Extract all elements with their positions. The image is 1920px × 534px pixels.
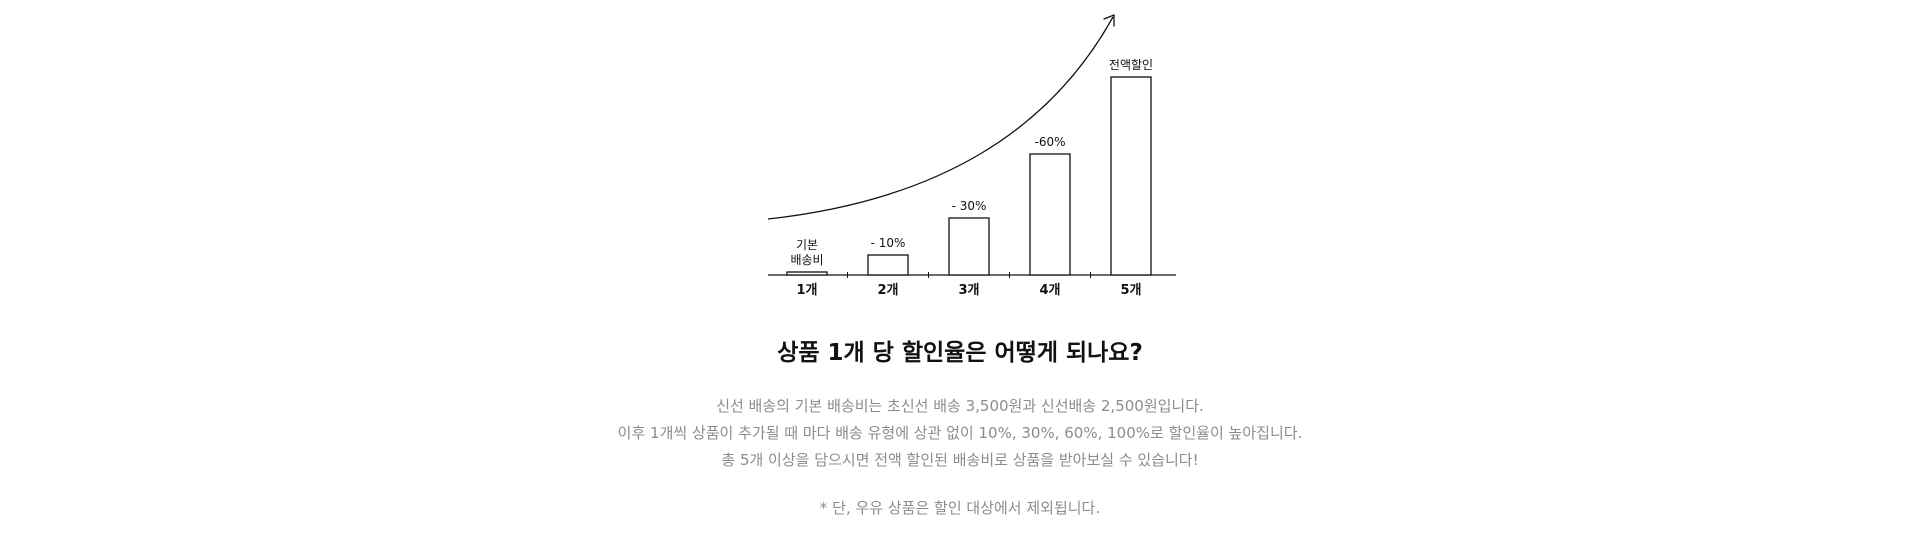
bar-data-label: - 10% (871, 236, 906, 250)
description-line-1: 신선 배송의 기본 배송비는 초신선 배송 3,500원과 신선배송 2,500… (716, 397, 1204, 415)
description-line-2: 이후 1개씩 상품이 추가될 때 마다 배송 유형에 상관 없이 10%, 30… (617, 424, 1303, 442)
x-tick-label: 4개 (1039, 283, 1060, 298)
x-tick-label: 5개 (1120, 283, 1141, 298)
x-tick-label: 3개 (958, 283, 979, 298)
bar-data-label: 전액할인 (1109, 58, 1153, 72)
bar-data-label: 기본 (796, 238, 818, 252)
bar-data-label: -60% (1034, 135, 1065, 149)
description-line-3: 총 5개 이상을 담으시면 전액 할인된 배송비로 상품을 받아보실 수 있습니… (721, 451, 1199, 469)
bar (1029, 153, 1071, 276)
trend-curve (767, 16, 1114, 220)
bar (786, 271, 828, 276)
bar-data-label: 배송비 (790, 253, 823, 267)
bar-data-label: - 30% (952, 199, 987, 213)
discount-chart: 1개 기본 배송비 2개 - 10% 3개 - 30% 4개 -60% 5개 전액할인 (767, 14, 1176, 298)
trend-arrowhead (1103, 14, 1115, 27)
footnote: * 단, 우유 상품은 할인 대상에서 제외됩니다. (819, 499, 1101, 517)
bar (948, 217, 990, 276)
bar (867, 254, 909, 276)
x-tick-label: 2개 (877, 283, 898, 298)
x-tick-label: 1개 (796, 283, 817, 298)
section-heading: 상품 1개 당 할인율은 어떻게 되나요? (777, 340, 1143, 366)
description-block: 신선 배송의 기본 배송비는 초신선 배송 3,500원과 신선배송 2,500… (0, 393, 1920, 474)
bar (1110, 76, 1152, 276)
